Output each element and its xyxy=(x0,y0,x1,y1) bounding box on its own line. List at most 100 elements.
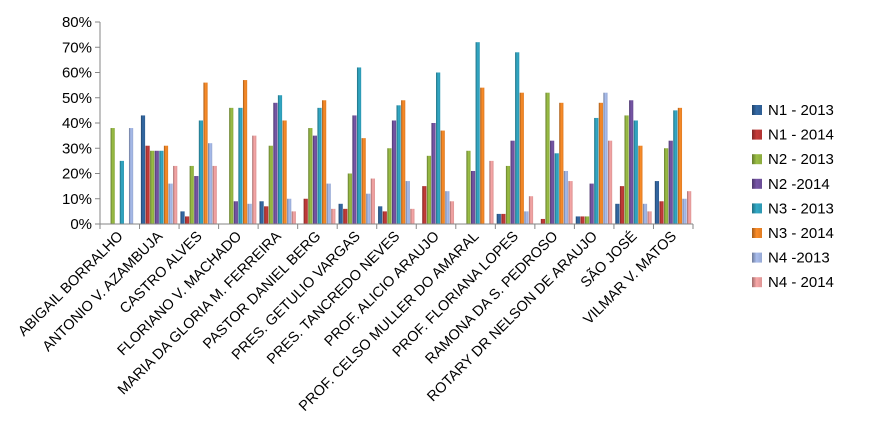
y-axis: 0% 10% 20% 30% 40% 50% 60% 70% 80% xyxy=(62,14,101,233)
bar xyxy=(233,201,238,224)
legend: N1 - 2013 N1 - 2014 N2 - 2013 N2 -2014 N3 - … xyxy=(752,102,834,291)
bar xyxy=(480,87,485,225)
bar xyxy=(208,143,213,224)
y-tick-label: 60% xyxy=(62,65,92,82)
bar xyxy=(589,183,594,224)
bar xyxy=(668,140,673,224)
bar xyxy=(673,110,678,225)
bar xyxy=(194,176,199,224)
bar xyxy=(317,107,322,224)
bar xyxy=(282,120,287,224)
legend-swatch xyxy=(752,154,762,165)
bar xyxy=(559,102,564,224)
bar xyxy=(326,183,331,224)
bar xyxy=(361,138,366,224)
bar xyxy=(550,140,555,224)
bar xyxy=(378,206,383,224)
bar xyxy=(647,211,652,225)
bar xyxy=(287,198,292,224)
bar xyxy=(624,115,629,224)
y-tick-label: 70% xyxy=(62,39,92,56)
legend-swatch xyxy=(752,277,762,288)
bar xyxy=(259,201,264,224)
legend-swatch xyxy=(752,129,762,140)
bar xyxy=(387,148,392,224)
bar xyxy=(633,120,638,224)
legend-swatch xyxy=(752,228,762,238)
bar xyxy=(524,211,529,225)
bar xyxy=(436,72,441,224)
bar xyxy=(303,198,308,224)
bar xyxy=(198,120,204,224)
bar xyxy=(242,80,248,224)
bar xyxy=(563,170,569,224)
bar xyxy=(382,211,387,225)
bar xyxy=(584,216,590,224)
bar xyxy=(470,170,476,224)
legend-label: N4 -2013 xyxy=(768,250,830,267)
bar xyxy=(277,95,283,224)
y-tick-label: 80% xyxy=(62,14,92,31)
bar xyxy=(510,140,515,224)
legend-swatch xyxy=(752,203,762,214)
bar xyxy=(615,203,620,224)
bar xyxy=(159,150,164,224)
legend-label: N1 - 2014 xyxy=(768,127,834,144)
legend-label: N1 - 2013 xyxy=(768,102,834,119)
bar xyxy=(401,100,406,224)
bar xyxy=(496,213,501,224)
bar xyxy=(554,153,559,224)
bar xyxy=(445,191,450,224)
bar xyxy=(501,213,506,224)
bar xyxy=(343,208,348,224)
bar xyxy=(540,218,546,224)
bar xyxy=(154,150,159,224)
bar xyxy=(410,208,415,224)
bar xyxy=(238,107,243,224)
bar xyxy=(440,130,445,224)
bar xyxy=(545,92,550,224)
bar xyxy=(264,206,269,224)
bar xyxy=(173,165,178,224)
y-tick-label: 20% xyxy=(62,166,92,183)
bar xyxy=(489,160,494,225)
bar xyxy=(185,216,190,224)
y-tick-label: 40% xyxy=(62,115,92,132)
legend-label: N3 - 2014 xyxy=(768,225,834,242)
legend-label: N2 - 2013 xyxy=(768,151,834,168)
bar xyxy=(229,107,234,224)
bar xyxy=(119,160,124,225)
legend-swatch xyxy=(752,252,762,263)
bar xyxy=(475,42,480,225)
y-tick-label: 50% xyxy=(62,90,92,107)
bar xyxy=(642,203,648,224)
legend-label: N3 - 2013 xyxy=(768,200,834,217)
bar xyxy=(366,193,371,224)
bar xyxy=(145,145,150,224)
bar xyxy=(603,92,608,224)
bar xyxy=(338,203,343,224)
bar xyxy=(677,107,683,224)
bars xyxy=(110,42,692,225)
legend-swatch xyxy=(752,178,762,189)
bar xyxy=(580,216,585,224)
bar xyxy=(391,120,397,224)
bar xyxy=(163,145,169,224)
bar xyxy=(168,183,173,224)
bar xyxy=(598,102,603,224)
legend-label: N4 - 2014 xyxy=(768,274,834,291)
bar xyxy=(308,128,313,224)
bar xyxy=(247,203,252,224)
bar xyxy=(431,123,436,224)
bar xyxy=(140,115,146,224)
bar xyxy=(273,102,278,224)
bar xyxy=(607,140,613,224)
bar xyxy=(405,181,410,224)
bar xyxy=(322,100,327,224)
bar xyxy=(128,128,134,224)
bar xyxy=(189,165,194,224)
bar xyxy=(291,211,296,225)
bar xyxy=(619,186,625,225)
